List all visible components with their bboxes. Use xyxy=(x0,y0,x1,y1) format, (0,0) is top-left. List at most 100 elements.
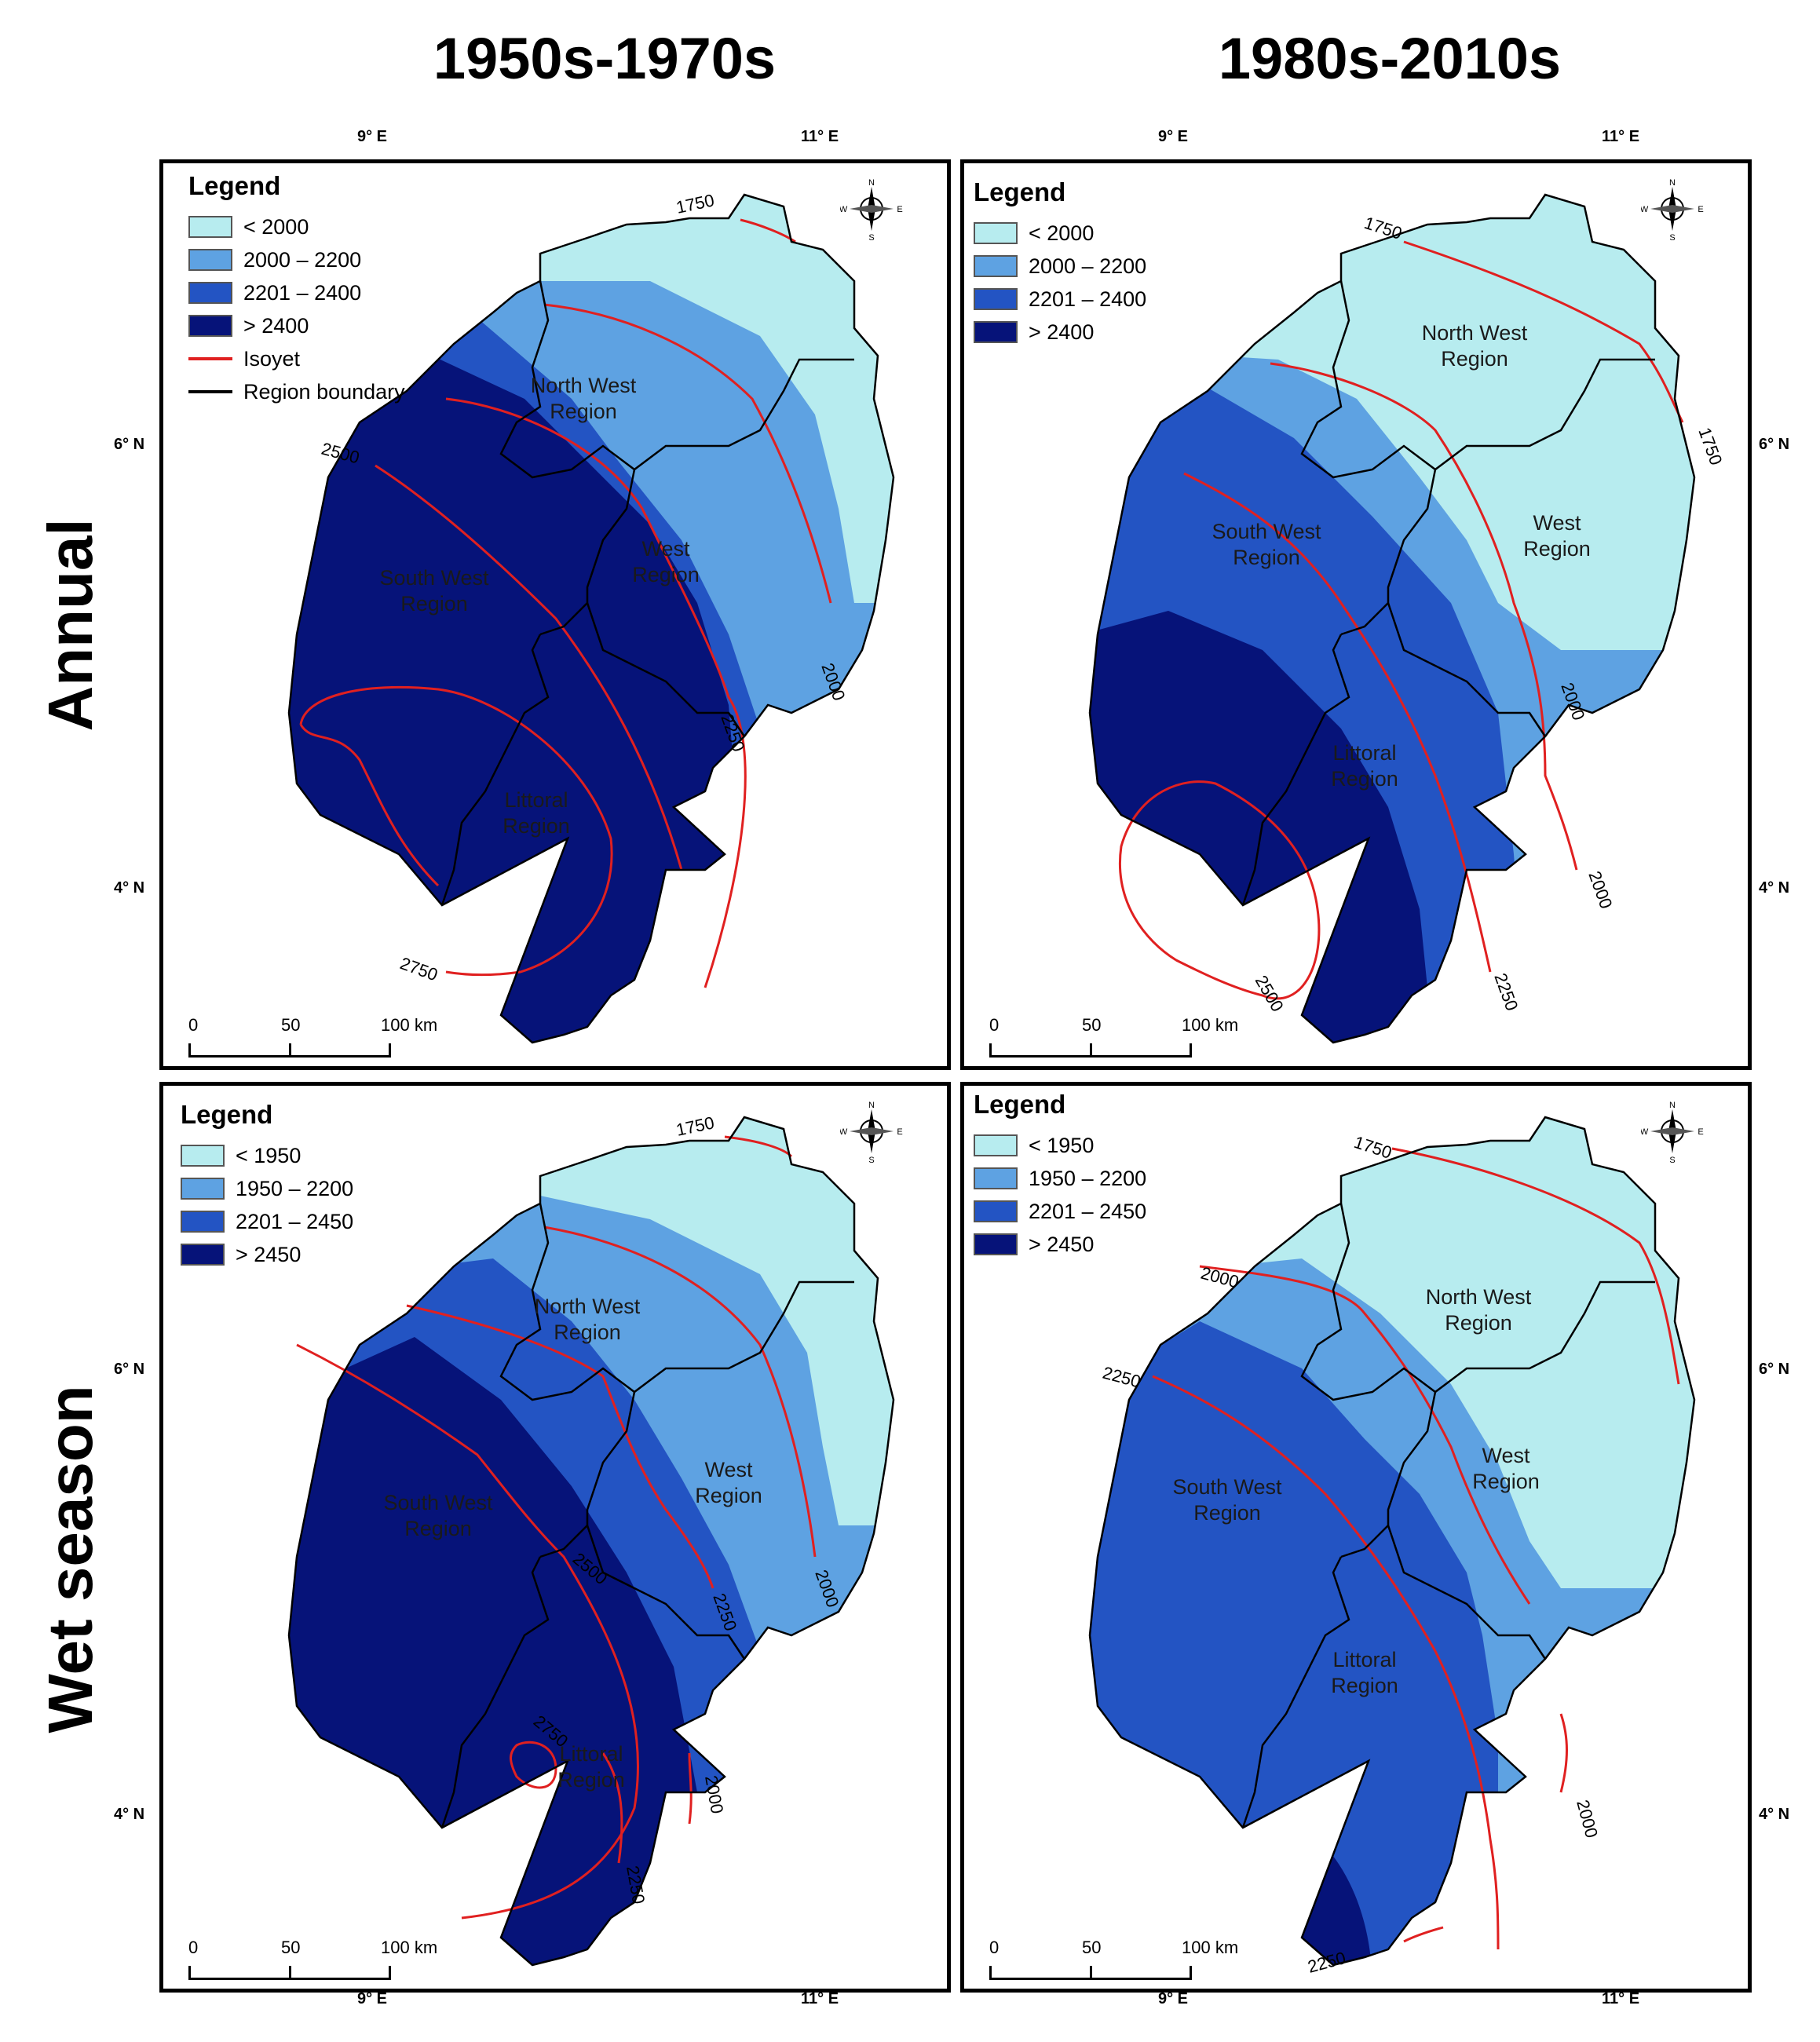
svg-text:E: E xyxy=(1698,1127,1703,1137)
region-label-west: West xyxy=(1533,511,1581,535)
boundary-west-south xyxy=(1387,1525,1547,1660)
legend-label: > 2450 xyxy=(1029,1232,1095,1256)
region-boundaries xyxy=(1088,193,1696,1044)
isoyet-label: 1750 xyxy=(1694,425,1726,468)
legend-item: > 2450 xyxy=(181,1238,353,1271)
north-arrow-icon: N S E W xyxy=(840,1100,903,1163)
region-label-west-2: Region xyxy=(695,1484,762,1507)
legend-item: < 1950 xyxy=(974,1129,1146,1162)
region-label-southwest: South West xyxy=(1212,520,1321,543)
isoyet-2500 xyxy=(1119,780,1321,1000)
legend-label: > 2400 xyxy=(243,313,309,338)
boundary-littoral xyxy=(1241,634,1350,906)
legend-swatch xyxy=(188,249,232,271)
isoyet-2500 xyxy=(375,464,683,871)
legend-item: 2000 – 2200 xyxy=(974,250,1146,283)
scale-label-0: 0 xyxy=(188,1938,199,1957)
svg-text:N: N xyxy=(868,1101,875,1110)
legend-swatch xyxy=(181,1211,225,1233)
legend-swatch xyxy=(974,1200,1018,1222)
svg-text:E: E xyxy=(1698,205,1703,214)
legend-label: Region boundary xyxy=(243,379,405,404)
region-label-west: West xyxy=(1482,1444,1530,1467)
legend-swatch xyxy=(188,282,232,304)
isoyet-2000-south xyxy=(1559,1713,1568,1793)
region-boundaries xyxy=(1088,1116,1696,1967)
lon-label-9e-top-right: 9° E xyxy=(1158,128,1189,145)
legend-item: < 2000 xyxy=(188,210,405,243)
region-label-southwest-2: Region xyxy=(1193,1501,1261,1525)
legend-swatch xyxy=(188,315,232,337)
legend-label: > 2450 xyxy=(236,1242,302,1266)
legend-swatch xyxy=(974,1233,1018,1255)
region-label-west-2: Region xyxy=(632,563,700,586)
scale-label-0: 0 xyxy=(989,1015,1000,1035)
scale-bar: 0 50 100 km xyxy=(989,1015,1238,1062)
legend-swatch xyxy=(188,216,232,238)
legend-item: 2201 – 2400 xyxy=(974,283,1146,316)
legend-swatch xyxy=(974,222,1018,244)
svg-text:E: E xyxy=(897,1127,902,1137)
region-label-southwest-2: Region xyxy=(404,1517,472,1540)
boundary-west-south xyxy=(1387,602,1547,737)
legend-item: 2201 – 2450 xyxy=(181,1205,353,1238)
svg-text:S: S xyxy=(1669,1156,1675,1163)
region-label-southwest: South West xyxy=(379,566,489,590)
isoyet-2500 xyxy=(296,1343,639,1920)
boundary-west-south xyxy=(586,1525,746,1660)
map-wet-1950s: 1750 2000 2000 2250 2250 2500 2750 North… xyxy=(287,1112,895,1967)
region-label-littoral: Littoral xyxy=(504,788,568,812)
isoyet-lines xyxy=(1152,1147,1680,1950)
legend-item: < 2000 xyxy=(974,217,1146,250)
legend-label: 2000 – 2200 xyxy=(1029,254,1147,278)
scale-label-100: 100 km xyxy=(381,1938,438,1957)
region-label-littoral-2: Region xyxy=(503,814,570,838)
scale-label-50: 50 xyxy=(281,1938,301,1957)
region-label-west: West xyxy=(704,1458,753,1481)
legend-item: Region boundary xyxy=(188,375,405,408)
legend-title: Legend xyxy=(188,171,281,200)
region-label-west-2: Region xyxy=(1523,537,1591,561)
region-label-littoral-2: Region xyxy=(557,1768,625,1792)
legend-swatch xyxy=(974,255,1018,277)
lon-label-11e-top-right: 11° E xyxy=(1602,128,1640,145)
isoyet-lines xyxy=(299,218,832,988)
region-label-littoral: Littoral xyxy=(1332,1648,1396,1671)
region-label-northwest: North West xyxy=(1426,1285,1532,1309)
legend-swatch xyxy=(181,1178,225,1200)
legend-label: > 2400 xyxy=(1029,320,1095,344)
boundary-west xyxy=(1340,1391,1437,1558)
boundary-littoral xyxy=(1241,1556,1350,1828)
legend: Legend < 1950 1950 – 2200 2201 – 2450 > … xyxy=(181,1100,353,1271)
scale-bar-tick xyxy=(289,1043,291,1058)
legend-swatch xyxy=(974,1167,1018,1189)
scale-label-50: 50 xyxy=(1082,1015,1102,1035)
lon-label-11e-top-left: 11° E xyxy=(801,128,839,145)
region-boundaries xyxy=(287,1116,895,1967)
isoyet-2250-south xyxy=(601,1752,623,1864)
isoyet-2250 xyxy=(1152,1375,1500,1950)
boundary-west xyxy=(539,1391,636,1558)
legend-item: > 2450 xyxy=(974,1228,1146,1261)
boundary-northwest xyxy=(1300,1203,1655,1401)
boundary-west-south xyxy=(586,602,746,737)
map-panel-annual-1980s: 1750 1750 2000 2000 2250 2500 North West… xyxy=(960,159,1752,1070)
legend-swatch xyxy=(974,1134,1018,1156)
isoyet-label: 2750 xyxy=(397,953,440,984)
region-label-northwest: North West xyxy=(535,1295,641,1318)
legend-item: 1950 – 2200 xyxy=(181,1172,353,1205)
legend-label: Isoyet xyxy=(243,346,301,371)
lat-label-6n-wet-left: 6° N xyxy=(114,1361,145,1378)
isoyet-2250-south xyxy=(1403,1926,1444,1943)
scale-label-0: 0 xyxy=(989,1938,1000,1957)
svg-text:S: S xyxy=(868,1156,874,1163)
isoyet-1750 xyxy=(1403,240,1684,423)
region-label-littoral: Littoral xyxy=(559,1742,623,1766)
legend-label: 2201 – 2450 xyxy=(1029,1199,1147,1223)
isoyet-label: 2000 xyxy=(1573,1798,1602,1840)
legend-item: 1950 – 2200 xyxy=(974,1162,1146,1195)
boundary-northwest xyxy=(499,1203,854,1401)
svg-text:S: S xyxy=(1669,233,1675,240)
legend-line-swatch xyxy=(188,390,232,393)
map-panel-wet-1950s: 1750 2000 2000 2250 2250 2500 2750 North… xyxy=(159,1082,951,1993)
